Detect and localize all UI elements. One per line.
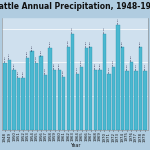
Bar [121, 47, 124, 130]
X-axis label: Year: Year [70, 143, 80, 148]
Text: 33.13: 33.13 [108, 66, 109, 73]
Bar [62, 77, 65, 130]
Bar [8, 60, 11, 130]
Bar [57, 70, 61, 130]
Bar [98, 70, 102, 130]
Bar [125, 71, 129, 130]
Text: 33.13: 33.13 [77, 66, 78, 73]
Text: 40.50: 40.50 [131, 54, 132, 61]
Text: 39.78: 39.78 [36, 55, 37, 62]
Bar [12, 70, 16, 130]
Bar [107, 74, 111, 130]
Text: 48.92: 48.92 [90, 40, 91, 47]
Bar [21, 78, 25, 130]
Bar [39, 56, 43, 130]
Text: 35.56: 35.56 [95, 62, 96, 69]
Text: 46.52: 46.52 [32, 44, 33, 51]
Bar [134, 70, 138, 130]
Text: 30.62: 30.62 [23, 71, 24, 78]
Text: 56.75: 56.75 [72, 27, 73, 33]
Text: 35.13: 35.13 [144, 63, 146, 70]
Bar [26, 58, 29, 130]
Title: Seattle Annual Precipitation, 1948-1979: Seattle Annual Precipitation, 1948-1979 [0, 2, 150, 11]
Bar [35, 63, 38, 130]
Text: 62.11: 62.11 [117, 18, 118, 24]
Bar [139, 47, 142, 130]
Text: 48.92: 48.92 [140, 40, 141, 47]
Text: 35.50: 35.50 [59, 63, 60, 69]
Text: 35.13: 35.13 [135, 63, 137, 70]
Bar [143, 70, 147, 130]
Text: 43.53: 43.53 [41, 49, 42, 56]
Bar [112, 67, 115, 130]
Text: 48.92: 48.92 [122, 40, 123, 47]
Text: 37.43: 37.43 [81, 59, 82, 66]
Text: 39.62: 39.62 [4, 56, 6, 62]
Text: 35.00: 35.00 [126, 63, 127, 70]
Text: 32.79: 32.79 [45, 67, 46, 74]
Bar [130, 61, 133, 130]
Text: 35.61: 35.61 [14, 62, 15, 69]
Bar [76, 74, 79, 130]
Bar [103, 34, 106, 130]
Bar [17, 78, 20, 130]
Text: 48.54: 48.54 [86, 40, 87, 47]
Text: 49.25: 49.25 [68, 39, 69, 46]
Text: 37.43: 37.43 [113, 59, 114, 66]
Text: 30.83: 30.83 [18, 70, 19, 77]
Bar [3, 63, 7, 130]
Text: 31.25: 31.25 [63, 70, 64, 76]
Bar [80, 67, 83, 130]
Bar [67, 47, 70, 130]
Bar [30, 51, 34, 130]
Bar [48, 48, 52, 130]
Text: 41.37: 41.37 [9, 53, 10, 59]
Bar [71, 34, 74, 130]
Bar [89, 47, 93, 130]
Bar [94, 70, 97, 130]
Text: 35.50: 35.50 [99, 63, 100, 69]
Text: 56.75: 56.75 [104, 27, 105, 33]
Bar [44, 75, 47, 130]
Text: 35.56: 35.56 [54, 62, 55, 69]
Bar [116, 25, 120, 130]
Text: 48.54: 48.54 [50, 40, 51, 47]
Bar [85, 48, 88, 130]
Text: 42.83: 42.83 [27, 50, 28, 57]
Bar [53, 70, 56, 130]
